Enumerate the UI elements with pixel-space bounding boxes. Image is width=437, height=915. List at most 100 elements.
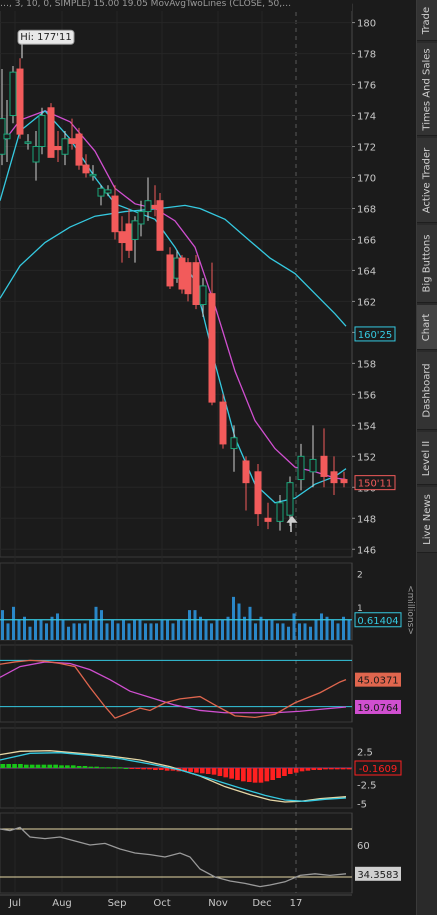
x-tick-label: Nov [208,898,228,909]
volume-bar [254,623,257,640]
price-tick-label: 156 [357,390,376,401]
tab-level-ii[interactable]: Level II [417,432,437,485]
macd-hist-bar [147,768,152,770]
tab-label: Trade [421,6,433,34]
stoch-label-box [355,866,401,881]
volume-bar [23,616,26,640]
volume-bar [160,620,164,640]
macd-last-label: -0.1609 [359,764,398,775]
hi-annotation-text: Hi: 177'11 [20,32,71,43]
volume-bar [83,623,87,640]
volume-bar [171,623,175,640]
price-label: 160'25 [358,330,393,341]
candle-body [131,220,139,240]
volume-bar [342,616,345,640]
volume-bar [67,626,70,640]
tab-label: Chart [421,313,433,341]
volume-bar [320,613,323,640]
volume-bar [89,620,92,640]
macd-hist-bar [264,768,270,782]
volume-bar [210,623,213,640]
volume-bar [188,610,191,640]
volume-bar [122,620,125,640]
candle-body [24,141,32,144]
tab-trade[interactable]: Trade [417,0,437,41]
tab-times-and-sales[interactable]: Times And Sales [417,43,437,136]
volume-bar [105,623,109,640]
macd-hist-bar [129,768,135,769]
volume-bar [276,623,279,640]
macd-hist-bar [6,764,12,768]
candle-body [118,231,126,244]
volume-bar [50,616,54,640]
macd-hist-bar [235,768,240,780]
study-header: …, 3, 10, 0, SIMPLE) 15.00 19.05 MovAvgT… [0,0,352,11]
rsi-signal-last-label: 19.0764 [357,703,398,714]
tab-active-trader[interactable]: Active Trader [417,138,437,223]
macd-hist-bar [246,768,252,782]
volume-bar [17,620,21,640]
macd-hist-bar [18,764,23,768]
arrow-up-icon [286,515,298,532]
macd-hist-bar [217,768,223,776]
tab-live-news[interactable]: Live News [417,487,437,553]
volume-bar [314,620,318,640]
macd-hist-bar [241,768,246,782]
macd-hist-bar [76,766,82,768]
candle-body [309,458,317,473]
price-tick-label: 174 [357,112,376,123]
candle-body [16,68,24,135]
volume-bar [331,620,334,640]
macd-hist-bar [106,767,111,769]
stoch-line [0,826,347,888]
candle-body [242,460,250,484]
macd-hist-bar [35,764,41,768]
macd-hist-bar [299,768,305,772]
macd-hist-bar [135,768,141,769]
volume-bar [232,596,235,640]
volume-bar [199,616,202,640]
tab-big-buttons[interactable]: Big Buttons [417,225,437,303]
volume-bar [281,623,285,640]
macd-hist-bar [282,768,287,776]
macd-hist-bar [88,766,94,768]
tab-dashboard[interactable]: Dashboard [417,352,437,430]
price-label: 150'11 [358,479,393,490]
tab-label: Dashboard [421,363,433,418]
macd-hist-bar [287,768,293,774]
volume-bar [155,623,158,640]
macd-hist-bar [153,768,158,770]
price-tick-label: 154 [357,421,376,432]
candle-body [199,285,207,306]
macd-hist-bar [23,764,29,768]
macd-hist-bar [111,767,117,769]
macd-hist-bar [258,768,264,783]
macd-hist-bar [141,768,146,770]
volume-bar [94,606,98,640]
tab-label: Live News [421,494,433,545]
volume-bar [270,620,274,640]
macd-hist-bar [252,768,258,783]
macd-hist-bar [305,768,311,771]
candle-body [219,401,227,445]
macd-hist-bar [223,768,229,778]
rsi-last-label: 45.0371 [357,676,398,687]
volume-bar [347,620,351,640]
macd-avg-line [0,752,347,802]
price-tick-label: 162 [357,297,376,308]
candle-body [320,455,328,477]
volume-bar [1,610,4,640]
volume-bar [111,620,114,640]
volume-bar [237,603,241,640]
price-tick-label: 166 [357,235,376,246]
price-label-box [354,475,396,491]
tab-label: Active Trader [421,147,433,213]
candle-body [230,437,238,450]
volume-bar [34,620,37,640]
candle-body [97,187,105,197]
volume-bar [336,623,340,640]
candle-body [125,223,133,251]
tab-chart[interactable]: Chart [417,305,437,350]
